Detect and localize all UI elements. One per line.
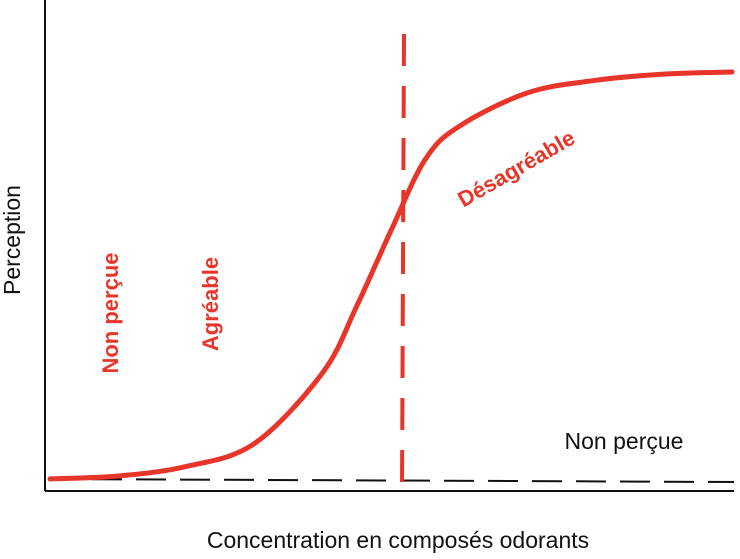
- annotation-non-percue-black: Non perçue: [565, 428, 684, 454]
- x-axis-label: Concentration en composés odorants: [207, 527, 589, 553]
- annotation-desagreable: Désagréable: [453, 125, 579, 212]
- perception-curve: [47, 69, 735, 482]
- threshold-dashed-line: [400, 33, 406, 492]
- annotation-non-percue-red: Non perçue: [98, 252, 123, 373]
- y-axis-label: Perception: [0, 185, 25, 295]
- baseline-dashed-line: [47, 478, 735, 483]
- annotation-agreable: Agréable: [198, 257, 223, 351]
